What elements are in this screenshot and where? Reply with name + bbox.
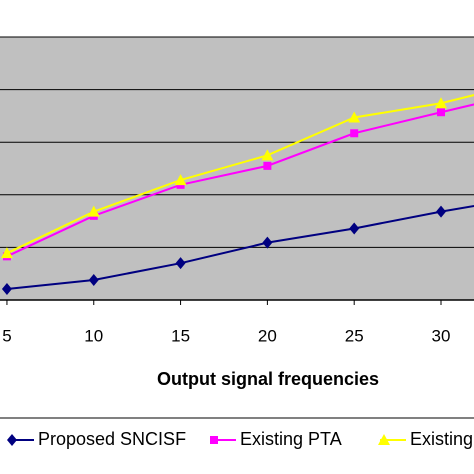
marker xyxy=(261,149,274,161)
marker xyxy=(436,205,447,218)
x-tick-label: 15 xyxy=(171,326,190,345)
marker xyxy=(0,247,13,259)
marker xyxy=(350,129,359,138)
marker xyxy=(88,274,99,287)
marker xyxy=(7,434,17,446)
legend-label: Existing PTA xyxy=(240,429,342,449)
marker xyxy=(174,174,187,186)
x-tick-label: 10 xyxy=(84,326,103,345)
x-tick-label: 25 xyxy=(345,326,364,345)
x-tick-label: 20 xyxy=(258,326,277,345)
marker xyxy=(263,161,272,170)
legend-label: Existing xyxy=(410,429,473,449)
marker xyxy=(349,222,360,235)
x-tick-label: 5 xyxy=(2,326,11,345)
plot-area xyxy=(0,37,474,300)
x-axis-label: Output signal frequencies xyxy=(157,369,379,389)
x-tick-label: 30 xyxy=(432,326,451,345)
marker xyxy=(262,236,273,249)
marker xyxy=(437,108,446,117)
marker xyxy=(378,434,390,445)
marker xyxy=(210,436,218,444)
marker xyxy=(348,111,361,123)
legend-label: Proposed SNCISF xyxy=(38,429,186,449)
legend-box xyxy=(0,417,474,474)
marker xyxy=(87,205,100,217)
marker xyxy=(1,282,12,295)
marker xyxy=(435,97,448,109)
marker xyxy=(175,257,186,270)
